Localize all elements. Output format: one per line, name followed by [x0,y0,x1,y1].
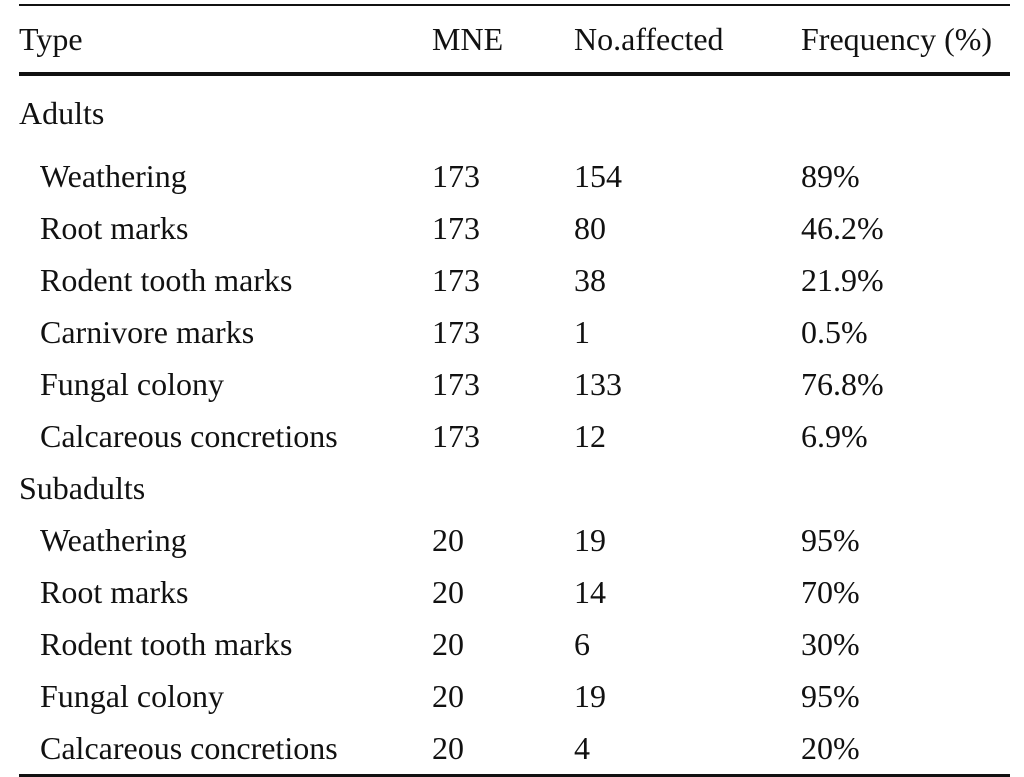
taphonomy-table: Type MNE No.affected Frequency (%) Adult… [19,4,1010,777]
cell-frequency: 20% [801,730,860,766]
table-row: Rodent tooth marks 20 6 30% [19,618,1010,670]
cell-type: Root marks [40,574,189,610]
table-row: Calcareous concretions 173 12 6.9% [19,410,1010,462]
cell-mne: 173 [432,418,480,454]
table-row: Fungal colony 20 19 95% [19,670,1010,722]
cell-mne: 20 [432,678,464,714]
cell-type: Fungal colony [40,366,224,402]
cell-type: Rodent tooth marks [40,626,293,662]
cell-affected: 4 [574,730,590,766]
cell-affected: 19 [574,678,606,714]
cell-frequency: 89% [801,158,860,194]
cell-mne: 173 [432,210,480,246]
table-row: Weathering 20 19 95% [19,514,1010,566]
cell-mne: 173 [432,366,480,402]
cell-frequency: 76.8% [801,366,884,402]
cell-affected: 154 [574,158,622,194]
cell-affected: 14 [574,574,606,610]
group-label: Adults [19,95,105,131]
cell-type: Carnivore marks [40,314,255,350]
table-row: Carnivore marks 173 1 0.5% [19,306,1010,358]
cell-type: Calcareous concretions [40,730,338,766]
header-frequency: Frequency (%) [801,21,993,57]
cell-frequency: 95% [801,522,860,558]
table-row: Root marks 20 14 70% [19,566,1010,618]
table-row: Weathering 173 154 89% [19,150,1010,202]
cell-affected: 12 [574,418,606,454]
header-affected: No.affected [574,21,724,57]
cell-affected: 19 [574,522,606,558]
cell-mne: 173 [432,262,480,298]
cell-frequency: 6.9% [801,418,868,454]
cell-mne: 173 [432,314,480,350]
table-header-row: Type MNE No.affected Frequency (%) [19,6,1010,72]
cell-type: Weathering [40,522,187,558]
table-row: Rodent tooth marks 173 38 21.9% [19,254,1010,306]
table-top-rule [19,4,1010,6]
cell-frequency: 0.5% [801,314,868,350]
cell-frequency: 70% [801,574,860,610]
cell-affected: 6 [574,626,590,662]
cell-type: Root marks [40,210,189,246]
cell-frequency: 30% [801,626,860,662]
group-row: Subadults [19,462,1010,514]
cell-frequency: 95% [801,678,860,714]
cell-mne: 20 [432,574,464,610]
group-row: Adults [19,76,1010,150]
table-row: Calcareous concretions 20 4 20% [19,722,1010,774]
cell-mne: 20 [432,522,464,558]
cell-type: Rodent tooth marks [40,262,293,298]
cell-frequency: 46.2% [801,210,884,246]
cell-affected: 38 [574,262,606,298]
cell-affected: 80 [574,210,606,246]
table-header-rule [19,72,1010,76]
table-row: Root marks 173 80 46.2% [19,202,1010,254]
cell-mne: 20 [432,626,464,662]
group-label: Subadults [19,470,146,506]
cell-affected: 1 [574,314,590,350]
cell-type: Weathering [40,158,187,194]
table-body: Adults Weathering 173 154 89% Root marks 173 80… [19,76,1010,774]
cell-type: Fungal colony [40,678,224,714]
cell-type: Calcareous concretions [40,418,338,454]
header-mne: MNE [432,21,504,57]
cell-mne: 173 [432,158,480,194]
cell-affected: 133 [574,366,622,402]
cell-frequency: 21.9% [801,262,884,298]
table-row: Fungal colony 173 133 76.8% [19,358,1010,410]
cell-mne: 20 [432,730,464,766]
header-type: Type [19,21,83,57]
